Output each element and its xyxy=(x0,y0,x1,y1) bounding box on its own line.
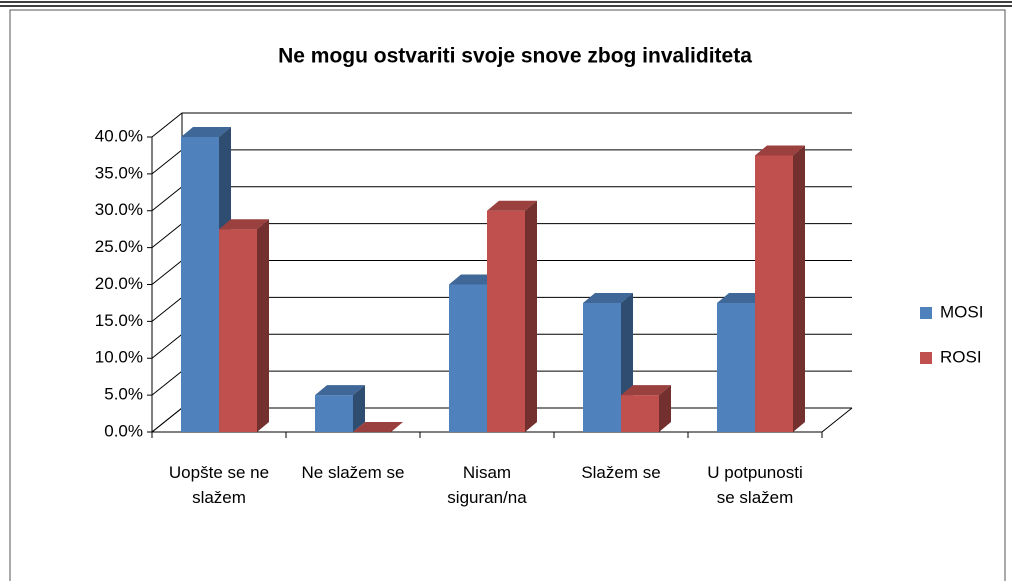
grid-line xyxy=(151,112,852,138)
bar xyxy=(353,422,403,432)
bar-top xyxy=(315,385,365,396)
bar-front xyxy=(315,395,353,432)
legend-label: MOSI xyxy=(940,302,983,321)
bar-front xyxy=(717,302,755,432)
y-tick-label: 15.0% xyxy=(95,311,143,330)
bar-top xyxy=(717,292,767,303)
bar xyxy=(621,385,671,432)
x-tick-label: Uopšte se ne slažem xyxy=(168,463,270,507)
bar-top xyxy=(755,145,805,156)
y-tick-label: 10.0% xyxy=(95,348,143,367)
bar-top xyxy=(353,422,403,432)
y-tick-label: 40.0% xyxy=(95,126,143,145)
bar-front xyxy=(181,137,219,432)
bar-front xyxy=(219,229,257,432)
bar-front xyxy=(621,395,659,432)
y-tick-label: 30.0% xyxy=(95,200,143,219)
bar-front xyxy=(583,302,621,432)
x-tick-label: Nisam siguran/na xyxy=(447,463,527,507)
grid-line xyxy=(151,149,852,175)
x-tick-label: U potpunosti se slažem xyxy=(707,463,803,507)
bar-front xyxy=(487,210,525,432)
legend-label: ROSI xyxy=(940,347,982,366)
legend-swatch xyxy=(920,352,932,364)
y-tick-label: 25.0% xyxy=(95,237,143,256)
y-tick-label: 20.0% xyxy=(95,274,143,293)
bar-side xyxy=(525,200,537,432)
x-tick-label: Slažem se xyxy=(581,463,661,482)
bar xyxy=(181,127,231,432)
chart-border xyxy=(9,9,1006,581)
bar xyxy=(487,200,537,432)
bar-top xyxy=(181,127,231,137)
bar xyxy=(219,219,269,432)
bar-front xyxy=(755,155,793,432)
y-tick-label: 0.0% xyxy=(104,421,143,440)
bar xyxy=(315,385,365,432)
legend-swatch xyxy=(920,307,932,319)
bar-top xyxy=(449,274,499,285)
bar-side xyxy=(659,385,671,432)
x-tick-label: Ne slažem se xyxy=(301,463,405,482)
y-tick-label: 35.0% xyxy=(95,163,143,182)
y-tick-label: 5.0% xyxy=(104,385,143,404)
bar-top xyxy=(621,385,671,396)
bar-side xyxy=(257,219,269,432)
bar xyxy=(583,292,633,432)
chart-title: Ne mogu ostvariti svoje snove zbog inval… xyxy=(278,45,752,68)
bar-top xyxy=(487,200,537,211)
bar xyxy=(755,145,805,432)
bar-side xyxy=(353,385,365,432)
bar-top xyxy=(219,219,269,230)
bar-side xyxy=(793,145,805,432)
bar-front xyxy=(449,284,487,432)
bar-top xyxy=(583,292,633,303)
